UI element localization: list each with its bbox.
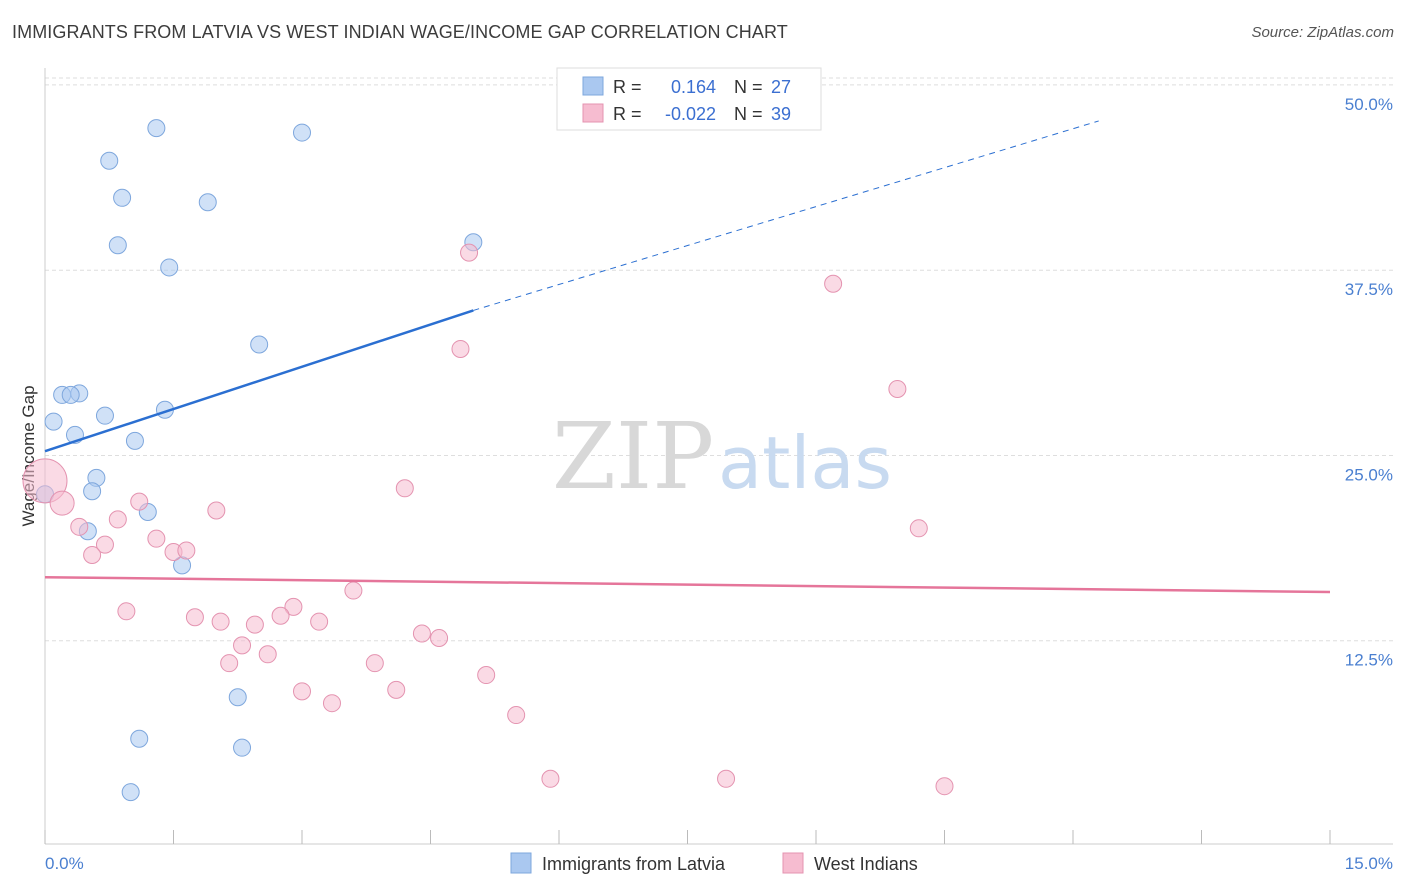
axes [44, 68, 1393, 845]
legend-r-value-latvia: 0.164 [671, 77, 716, 97]
trend-line-west-indians [44, 575, 1331, 594]
y-tick-label: 12.5% [1345, 651, 1393, 670]
bottom-legend-label-latvia: Immigrants from Latvia [542, 854, 726, 874]
legend-swatch-west-indians [582, 103, 604, 123]
data-point [412, 624, 431, 643]
data-point [121, 783, 140, 802]
data-point [83, 482, 102, 501]
y-tick-label: 37.5% [1345, 280, 1393, 299]
trend-lines [44, 120, 1331, 594]
trend-line-latvia [44, 309, 474, 453]
data-point [293, 123, 311, 142]
chart-title: IMMIGRANTS FROM LATVIA VS WEST INDIAN WA… [12, 22, 788, 42]
series-latvia-points [36, 119, 483, 802]
data-point [541, 769, 560, 788]
watermark: ZIP atlas [552, 403, 892, 510]
data-point [95, 406, 114, 425]
data-point [245, 615, 264, 634]
bottom-legend-label-west-indians: West Indians [814, 854, 918, 874]
y-tick-labels: 12.5% 25.0% 37.5% 50.0% [1345, 95, 1393, 670]
legend-swatch-latvia [582, 76, 604, 96]
data-point [108, 510, 127, 529]
legend: R = 0.164 N = 27 R = -0.022 N = 39 [556, 67, 822, 131]
data-point [61, 385, 80, 404]
y-tick-label: 50.0% [1345, 95, 1393, 114]
data-point [365, 654, 384, 673]
data-point [387, 680, 406, 699]
y-axis-title: Wage/Income Gap [19, 385, 38, 526]
data-point [130, 729, 149, 748]
x-ticks [44, 830, 1331, 844]
legend-r-label-latvia: R = [613, 77, 642, 97]
y-tick-label: 25.0% [1345, 465, 1393, 484]
data-point [49, 490, 75, 516]
trend-line-latvia-extension [473, 120, 1099, 311]
bottom-legend: Immigrants from Latvia West Indians [510, 852, 918, 874]
data-point [909, 519, 928, 538]
legend-n-value-west-indians: 39 [771, 104, 791, 124]
data-point [284, 597, 303, 616]
watermark-zip: ZIP [552, 403, 714, 510]
data-point [147, 119, 166, 138]
data-point [507, 706, 526, 725]
data-point [451, 339, 470, 358]
data-point [271, 606, 290, 625]
data-point [395, 479, 414, 498]
data-point [430, 628, 449, 647]
data-point [147, 529, 166, 548]
x-tick-label-min: 0.0% [45, 854, 84, 873]
data-point [310, 612, 329, 631]
data-point [258, 645, 277, 664]
data-point [888, 379, 907, 398]
data-point [100, 151, 119, 170]
data-point [717, 769, 736, 788]
data-point [130, 492, 149, 511]
data-point [211, 612, 230, 631]
data-point [460, 243, 479, 262]
data-point [44, 412, 63, 431]
watermark-atlas: atlas [718, 421, 892, 505]
data-point [185, 608, 204, 627]
legend-n-label-west-indians: N = [734, 104, 763, 124]
legend-r-value-west-indians: -0.022 [665, 104, 716, 124]
data-point [344, 581, 363, 600]
bottom-legend-swatch-latvia [510, 852, 532, 874]
data-point [207, 501, 226, 520]
data-point [177, 541, 196, 560]
data-point [117, 602, 136, 621]
bottom-legend-swatch-west-indians [782, 852, 804, 874]
data-point [477, 666, 496, 685]
series-west-indians-points [22, 243, 954, 796]
data-point [935, 777, 954, 796]
data-point [233, 738, 252, 757]
data-point [250, 335, 269, 354]
data-point [70, 517, 89, 536]
data-point [160, 258, 179, 277]
data-point [322, 694, 341, 713]
legend-n-label-latvia: N = [734, 77, 763, 97]
data-point [824, 274, 843, 293]
data-point [228, 688, 247, 707]
data-point [220, 654, 239, 673]
source-label: Source: ZipAtlas.com [1251, 24, 1394, 41]
data-point [198, 193, 217, 212]
data-point [95, 535, 114, 554]
data-point [22, 458, 68, 504]
data-point [83, 545, 102, 564]
data-point [293, 682, 311, 701]
gridlines [45, 77, 1393, 642]
data-point [108, 236, 127, 255]
x-tick-label-max: 15.0% [1345, 854, 1393, 873]
legend-r-label-west-indians: R = [613, 104, 642, 124]
data-point [113, 188, 132, 207]
data-point [125, 431, 144, 450]
legend-n-value-latvia: 27 [771, 77, 791, 97]
data-point [233, 636, 252, 655]
